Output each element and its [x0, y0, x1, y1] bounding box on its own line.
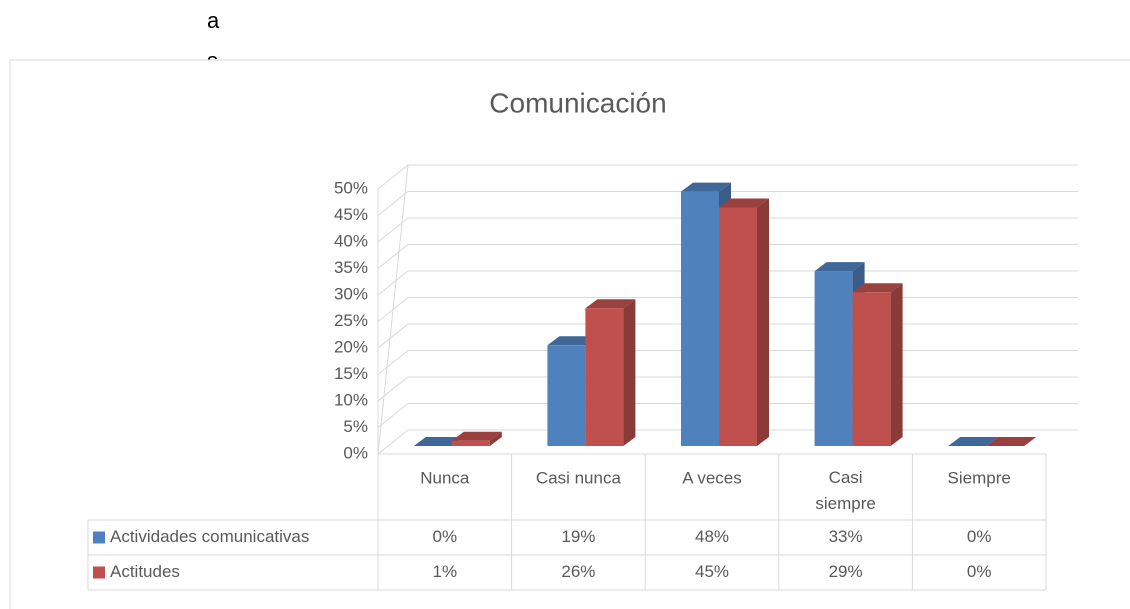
data-label: 26% — [561, 562, 595, 581]
y-tick-label: 25% — [334, 311, 368, 330]
y-tick-label: 40% — [334, 231, 368, 250]
data-label: 48% — [695, 527, 729, 546]
chart-border — [9, 59, 1130, 609]
y-tick-label: 20% — [334, 337, 368, 356]
data-label: 45% — [695, 562, 729, 581]
legend-swatch — [93, 531, 105, 544]
data-label: 33% — [829, 527, 863, 546]
x-tick-label: Nunca — [420, 468, 470, 487]
y-tick-label: 45% — [334, 205, 368, 224]
bar-top — [681, 182, 731, 192]
bar-top — [451, 431, 502, 441]
x-tick-label: Siempre — [948, 468, 1011, 487]
bar — [451, 440, 490, 446]
y-tick-label: 10% — [334, 390, 368, 409]
bar — [547, 345, 586, 446]
y-tick-label: 30% — [334, 284, 368, 303]
chart-title: Comunicación — [489, 87, 666, 118]
text-fragment: a — [207, 8, 220, 33]
bar-top — [852, 283, 903, 293]
grid-line — [377, 191, 1078, 216]
legend-swatch — [93, 566, 105, 579]
bar — [852, 292, 891, 446]
y-tick-label: 0% — [343, 443, 368, 462]
bar-top — [719, 198, 769, 208]
bar-side — [623, 299, 636, 446]
y-tick-label: 35% — [334, 258, 368, 277]
bar — [814, 271, 853, 446]
bar-top — [547, 336, 598, 346]
grid-line — [377, 217, 1078, 243]
grid-line — [377, 244, 1078, 269]
data-label: 19% — [561, 527, 595, 546]
bar-side — [757, 198, 769, 446]
y-tick-label: 15% — [334, 364, 368, 383]
y-tick-label: 50% — [334, 178, 368, 197]
legend-label: Actitudes — [110, 562, 180, 581]
bar-top — [986, 437, 1037, 446]
data-label: 0% — [433, 527, 458, 546]
data-label: 0% — [967, 527, 992, 546]
bar-top — [585, 299, 636, 309]
data-label: 0% — [967, 562, 992, 581]
data-label: 1% — [433, 562, 458, 581]
bar-side — [890, 283, 903, 446]
bar-top — [814, 262, 865, 272]
data-label: 29% — [829, 562, 863, 581]
bar-side — [489, 431, 502, 446]
x-tick-label: Casi nunca — [536, 468, 622, 487]
y-tick-label: 5% — [343, 417, 368, 436]
bar — [585, 308, 624, 446]
axis-line — [377, 164, 409, 455]
legend-label: Actividades comunicativas — [110, 527, 309, 546]
x-tick-label: Casi siempre — [815, 468, 875, 513]
x-tick-label: A veces — [682, 468, 742, 487]
bar-top — [948, 437, 999, 446]
bar — [719, 207, 757, 446]
bar-top — [413, 437, 464, 446]
bar — [681, 191, 719, 446]
